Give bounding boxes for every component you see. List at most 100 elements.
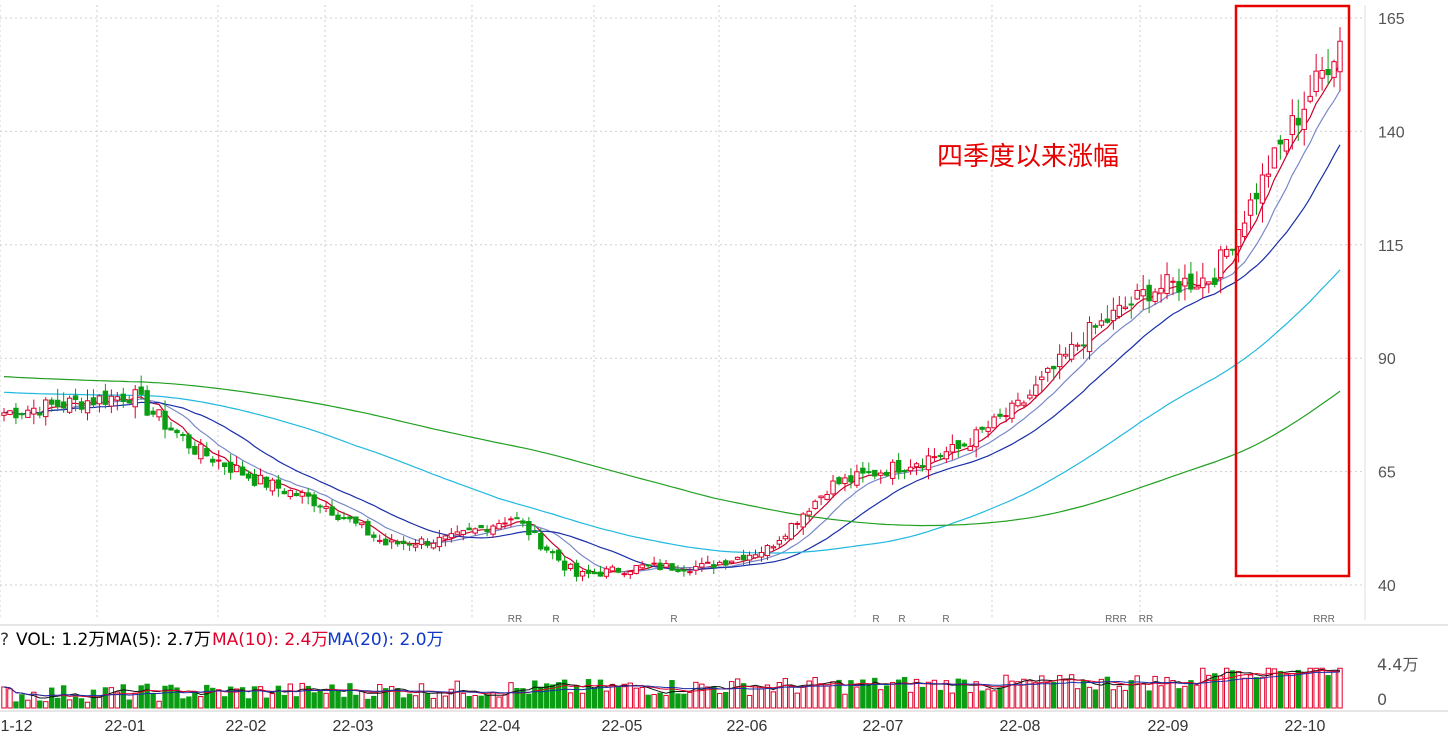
candle-body [1301, 108, 1307, 130]
candle-body [1045, 367, 1051, 373]
volume-bar [49, 687, 55, 709]
volume-tick-max: 4.4万 [1377, 655, 1418, 674]
volume-bar [1056, 675, 1063, 709]
candle-body [37, 412, 43, 416]
candle-body [728, 560, 735, 564]
candle-body [1182, 277, 1188, 287]
volume-bar [746, 694, 753, 709]
candle-body [555, 549, 562, 561]
candle-body [1080, 344, 1087, 347]
candle-body [901, 470, 908, 473]
volume-bar [1068, 674, 1075, 709]
candle-body [1158, 287, 1164, 294]
candle-body [484, 529, 490, 533]
candle-body [848, 475, 854, 483]
candle-body [997, 413, 1003, 417]
candle-body [1277, 139, 1284, 145]
volume-bar [269, 693, 276, 709]
candle-body [227, 461, 234, 473]
candle-body [448, 533, 455, 539]
candle-body [561, 560, 568, 571]
price-axis: 40 65 90 115 140 165 [1378, 11, 1405, 595]
candle-body [591, 571, 598, 575]
volume-bar [1152, 675, 1158, 709]
volume-bar [162, 685, 168, 709]
volume-bar [1188, 680, 1194, 709]
volume-bar [603, 690, 610, 709]
volume-bar [186, 696, 192, 709]
candle-body [532, 530, 538, 533]
volume-bar [132, 692, 138, 709]
candle-body [651, 562, 657, 565]
candle-body [567, 563, 574, 569]
candle-body [1116, 304, 1123, 317]
volume-bar [818, 683, 824, 709]
volume-legend: VOL: 1.2万 MA(5): 2.7万 MA(10): 2.4万MA(20): … [16, 630, 444, 650]
candle-body [1170, 280, 1176, 283]
volume-bar [573, 685, 580, 709]
candle-body [1033, 384, 1039, 396]
volume-bar [1229, 670, 1236, 709]
volume-bar [335, 690, 341, 709]
volume-bar [216, 689, 222, 709]
volume-bar [138, 685, 144, 709]
volume-bar [1182, 685, 1188, 709]
volume-bar [424, 693, 431, 709]
candle-body [907, 466, 914, 472]
volume-bar [848, 680, 854, 709]
candle-body [1146, 284, 1152, 302]
candle-body [287, 490, 293, 497]
volume-bar [114, 691, 121, 709]
candle-body [722, 560, 729, 566]
volume-bar [860, 679, 866, 709]
volume-bar [937, 689, 944, 709]
candle-body [1218, 249, 1224, 279]
candle-body [1283, 139, 1290, 152]
volume-bar [341, 696, 347, 709]
candle-body [1128, 303, 1134, 306]
candle-body [1229, 248, 1236, 251]
candle-body [663, 563, 669, 568]
candle-body [466, 527, 472, 531]
volume-bar [305, 685, 311, 709]
volume-bar [227, 686, 234, 709]
candle-body [210, 458, 216, 463]
x-axis: 21-12 22-01 22-02 22-03 22-04 22-05 22-06 22-07… [0, 718, 1326, 735]
volume-bar [317, 689, 323, 709]
candle-body [943, 451, 950, 460]
volume-bar [526, 693, 532, 709]
volume-bar [257, 686, 264, 709]
volume-bar [174, 687, 180, 709]
candle-body [72, 395, 79, 401]
candle-body [299, 492, 305, 497]
candle-body [1176, 281, 1182, 293]
ex-rights-marker: R [552, 614, 559, 625]
volume-bar [705, 686, 711, 709]
volume-bar [1337, 667, 1343, 709]
volume-bar [1015, 681, 1021, 709]
volume-legend-prefix: ? [0, 630, 9, 650]
candle-body [1206, 281, 1212, 285]
candle-body [687, 571, 693, 574]
candle-body [1253, 192, 1260, 200]
highlight-box [1234, 4, 1351, 578]
volume-bar [90, 689, 97, 709]
volume-bar [496, 696, 502, 709]
candle-body [1212, 277, 1218, 285]
volume-bar [502, 694, 508, 709]
volume-bar [669, 680, 675, 709]
candle-body [884, 471, 890, 476]
volume-bar [66, 699, 73, 709]
volume-bar [973, 681, 979, 709]
candle-body [657, 562, 663, 571]
candle-body [550, 551, 556, 554]
candle-body [1259, 174, 1266, 204]
candle-body [955, 440, 961, 449]
volume-bar [1039, 675, 1045, 709]
volume-bar [1021, 678, 1027, 709]
volume-bar [43, 701, 49, 709]
candle-body [878, 472, 884, 476]
candle-body [836, 477, 842, 485]
volume-bar [1265, 667, 1272, 709]
candle-body [257, 474, 264, 485]
